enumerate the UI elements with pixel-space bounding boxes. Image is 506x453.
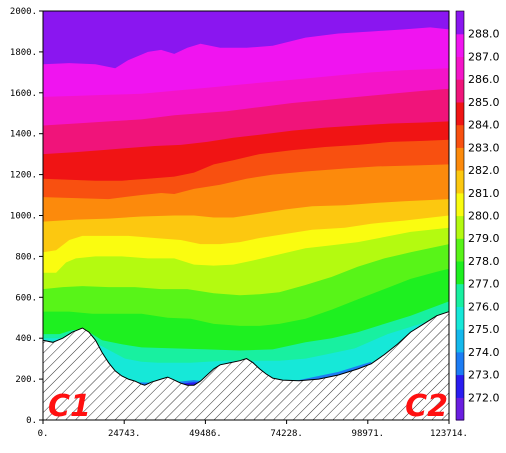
colorbar-label: 279.0 <box>468 232 500 245</box>
x-tick-label: 24743. <box>108 429 141 439</box>
colorbar-swatch <box>456 215 464 239</box>
colorbar-swatch <box>456 124 464 148</box>
x-tick-label: 0. <box>38 429 49 439</box>
colorbar-label: 280.0 <box>468 210 500 223</box>
colorbar-label: 286.0 <box>468 73 500 86</box>
y-axis: 0. 200. 400. 600. 800. 1000. 1200. 1400. 1600. 18… <box>10 7 43 426</box>
colorbar-swatch <box>456 170 464 194</box>
x-axis: 0. 24743. 49486. 74228. 98971. 123714. <box>38 420 468 439</box>
colorbar-swatch <box>456 33 464 57</box>
colorbar-label: 285.0 <box>468 96 500 109</box>
y-tick-label: 800. <box>15 252 37 262</box>
y-tick-label: 1800. <box>10 48 37 58</box>
colorbar-swatch <box>456 56 464 80</box>
x-tick-label: 98971. <box>352 429 385 439</box>
colorbar-swatch <box>456 238 464 262</box>
colorbar-label: 278.0 <box>468 255 500 268</box>
colorbar-swatch <box>456 351 464 376</box>
colorbar-label: 281.0 <box>468 187 500 200</box>
colorbar-label: 288.0 <box>468 28 500 41</box>
colorbar-swatch <box>456 11 464 35</box>
colorbar-swatch <box>456 101 464 126</box>
x-tick-label: 123714. <box>430 429 468 439</box>
colorbar-label: 272.0 <box>468 391 500 404</box>
x-tick-label: 74228. <box>270 429 303 439</box>
colorbar-swatch <box>456 147 464 171</box>
y-tick-label: 1000. <box>10 212 37 222</box>
colorbar-label: 284.0 <box>468 119 500 132</box>
colorbar-swatch <box>456 306 464 330</box>
y-tick-label: 0. <box>26 416 37 426</box>
annotation-c2: C2 <box>405 389 448 424</box>
colorbar-swatch <box>456 79 464 103</box>
colorbar-swatch <box>456 192 464 217</box>
colorbar-swatch <box>456 397 464 421</box>
y-tick-label: 1200. <box>10 171 37 181</box>
colorbar-label: 275.0 <box>468 323 500 336</box>
y-tick-label: 1400. <box>10 130 37 140</box>
annotation-c1: C1 <box>48 389 91 424</box>
colorbar-label: 277.0 <box>468 278 500 291</box>
colorbar-swatch <box>456 329 464 353</box>
y-tick-label: 1600. <box>10 89 37 99</box>
colorbar-label: 276.0 <box>468 300 500 313</box>
colorbar-label: 287.0 <box>468 50 500 63</box>
terrain-hatched-area <box>43 311 449 420</box>
x-tick-label: 49486. <box>189 429 222 439</box>
y-tick-label: 600. <box>15 293 37 303</box>
colorbar-label: 283.0 <box>468 141 500 154</box>
y-tick-label: 400. <box>15 334 37 344</box>
colorbar-swatch <box>456 283 464 307</box>
colorbar: 272.0 273.0 274.0 275.0 276.0 277.0 278.0 279.0… <box>455 10 500 421</box>
colorbar-label: 282.0 <box>468 164 500 177</box>
colorbar-swatch <box>456 374 464 398</box>
colorbar-label: 274.0 <box>468 346 500 359</box>
colorbar-label: 273.0 <box>468 369 500 382</box>
colorbar-frame <box>455 10 465 421</box>
colorbar-swatch <box>456 260 464 285</box>
y-tick-label: 2000. <box>10 7 37 17</box>
y-tick-label: 200. <box>15 375 37 385</box>
